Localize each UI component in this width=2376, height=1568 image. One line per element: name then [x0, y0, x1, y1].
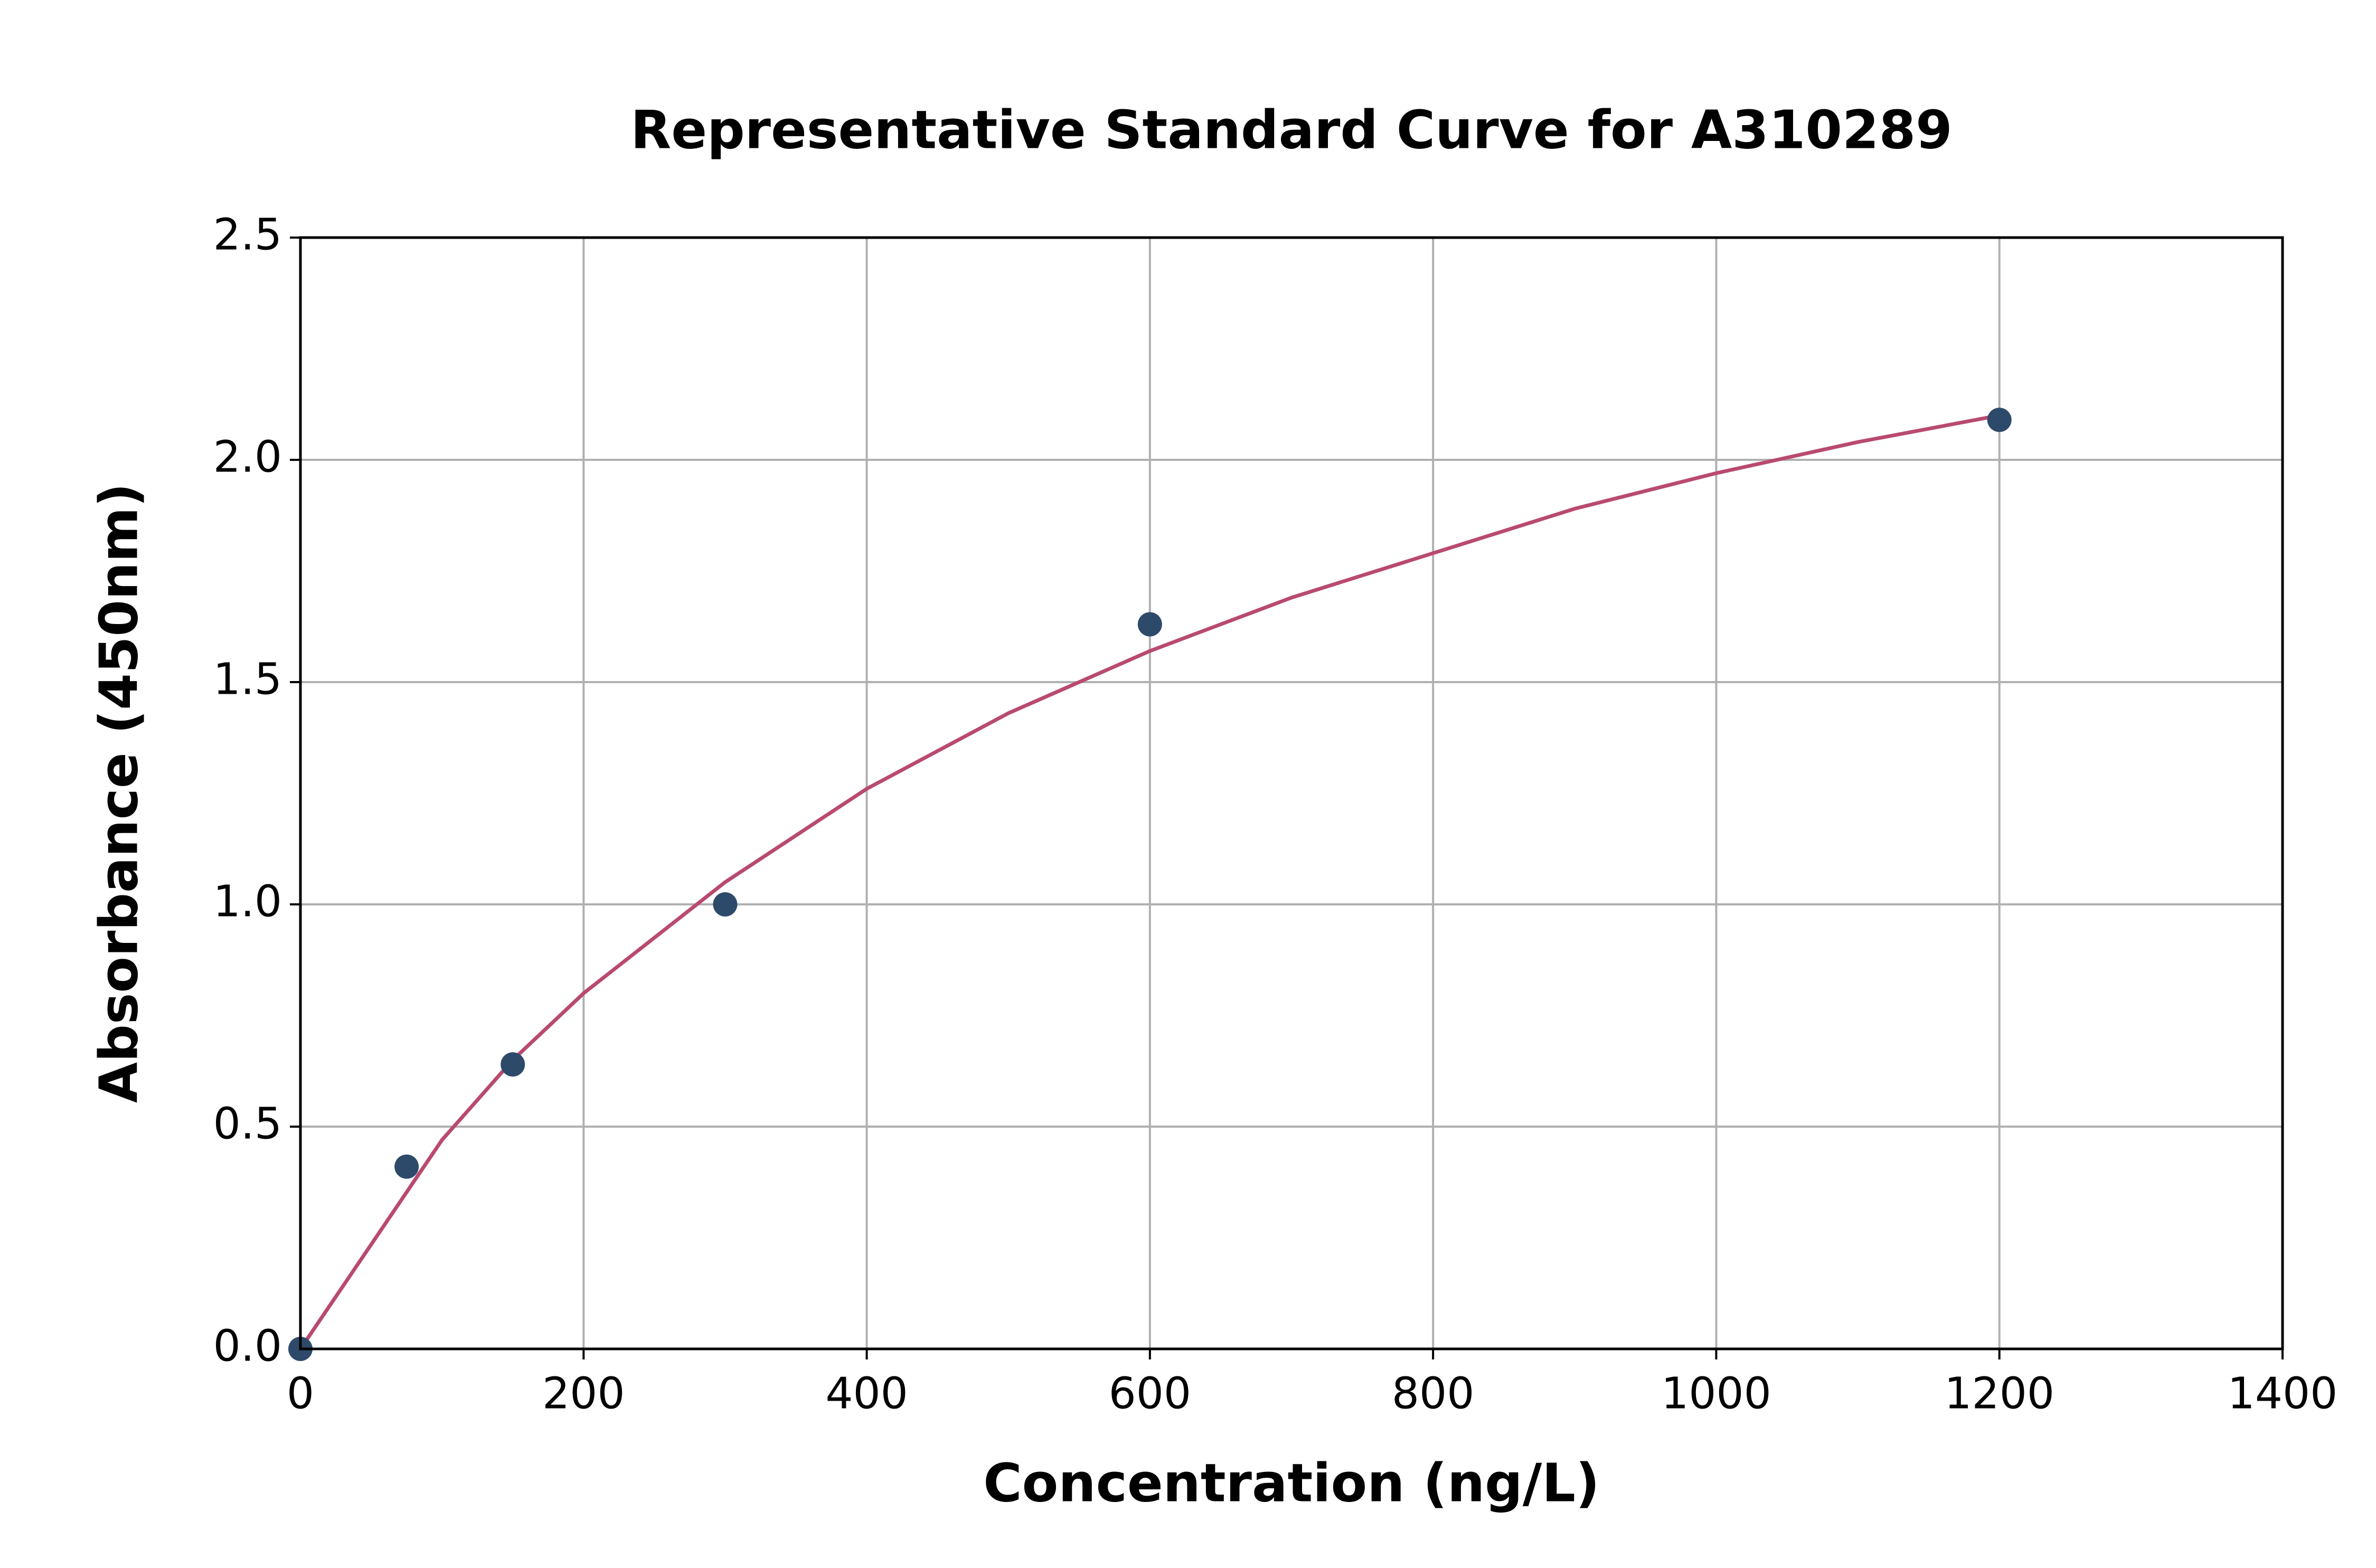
data-point [713, 892, 738, 917]
y-tick-label: 2.0 [213, 432, 282, 482]
data-point [394, 1154, 419, 1179]
data-point [501, 1052, 525, 1077]
x-tick-label: 1000 [1661, 1368, 1771, 1419]
fit-curve [299, 413, 2000, 1350]
y-tick-label: 0.0 [213, 1321, 282, 1371]
y-tick-label: 0.5 [213, 1099, 282, 1149]
y-tick-label: 1.0 [213, 876, 282, 927]
y-tick-label: 1.5 [213, 654, 282, 704]
y-tick-label: 2.5 [213, 210, 282, 260]
x-tick-label: 200 [542, 1368, 625, 1419]
x-tick-label: 600 [1109, 1368, 1192, 1419]
x-tick-label: 0 [287, 1368, 314, 1419]
x-tick-label: 400 [825, 1368, 908, 1419]
y-axis-label: Absorbance (450nm) [88, 483, 149, 1103]
data-point [1137, 612, 1162, 637]
x-tick-label: 800 [1392, 1368, 1475, 1419]
chart-title: Representative Standard Curve for A31028… [630, 99, 1952, 160]
plot-frame [299, 236, 2284, 1350]
data-point [1987, 408, 2012, 432]
x-tick-label: 1400 [2228, 1368, 2338, 1419]
x-tick-label: 1200 [1944, 1368, 2054, 1419]
x-axis-label: Concentration (ng/L) [983, 1452, 1599, 1514]
